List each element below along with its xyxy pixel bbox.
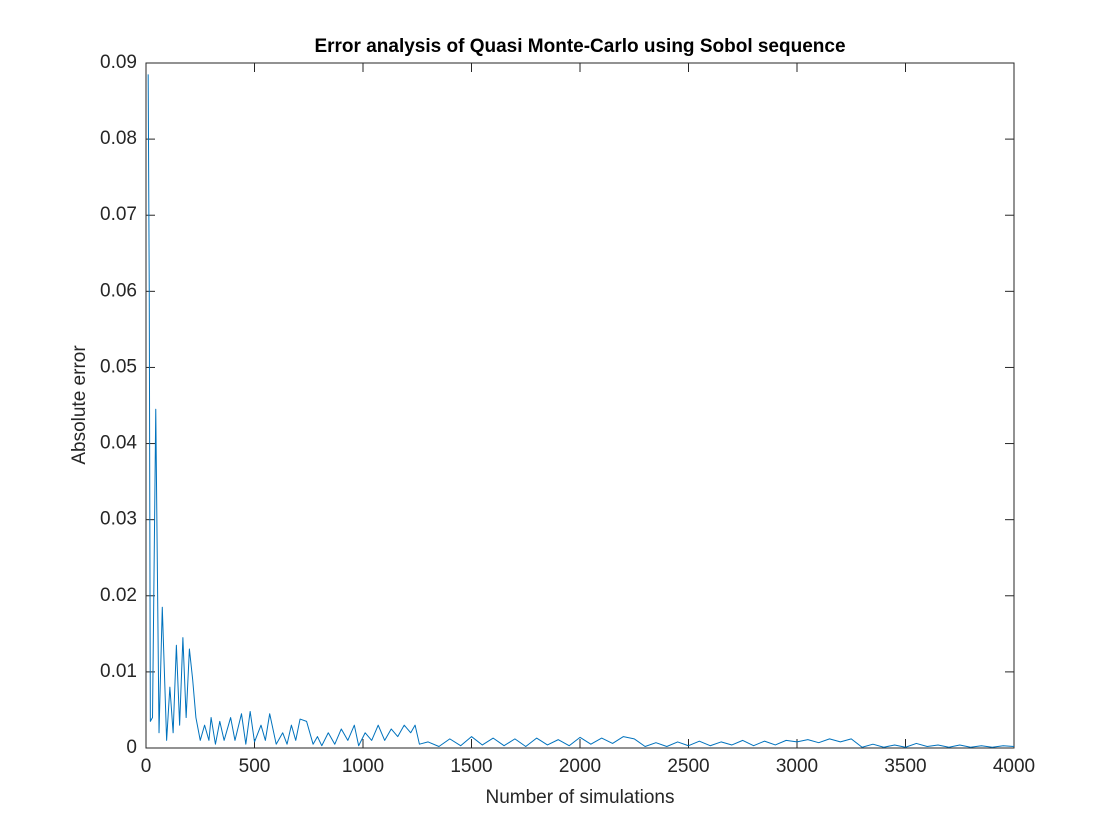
y-tick-label: 0.01 — [100, 661, 137, 682]
y-axis-label: Absolute error — [69, 345, 90, 465]
x-tick-label: 3000 — [776, 756, 818, 777]
y-tick-label: 0.03 — [100, 509, 137, 530]
chart-title: Error analysis of Quasi Monte-Carlo usin… — [314, 36, 845, 57]
y-tick-label: 0.09 — [100, 52, 137, 73]
x-tick-label: 1500 — [450, 756, 492, 777]
x-tick-label: 2500 — [667, 756, 709, 777]
data-line — [147, 74, 1015, 748]
x-tick-label: 4000 — [993, 756, 1035, 777]
x-tick-label: 500 — [239, 756, 271, 777]
y-tick-label: 0 — [126, 737, 137, 758]
x-tick-label: 3500 — [884, 756, 926, 777]
x-axis-label: Number of simulations — [485, 787, 674, 808]
y-tick-label: 0.05 — [100, 356, 137, 377]
y-tick-label: 0.07 — [100, 204, 137, 225]
y-tick-label: 0.02 — [100, 585, 137, 606]
x-tick-label: 1000 — [342, 756, 384, 777]
y-tick-label: 0.08 — [100, 128, 137, 149]
x-tick-label: 2000 — [559, 756, 601, 777]
x-tick-label: 0 — [141, 756, 152, 777]
y-tick-label: 0.06 — [100, 280, 137, 301]
y-tick-label: 0.04 — [100, 433, 137, 454]
